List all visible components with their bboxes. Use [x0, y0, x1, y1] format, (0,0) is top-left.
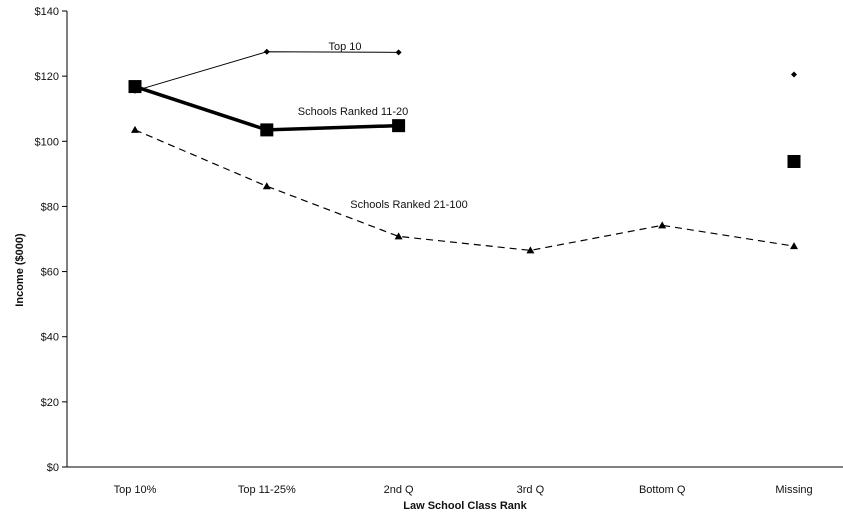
y-tick-label: $40 [41, 332, 59, 344]
x-tick-label: Top 10% [114, 484, 157, 496]
x-tick-label: Bottom Q [639, 484, 686, 496]
y-tick-label: $20 [41, 397, 59, 409]
series-top-10 [132, 48, 797, 94]
x-tick-label: Missing [775, 484, 812, 496]
y-tick-label: $0 [47, 462, 59, 474]
series-label: Top 10 [328, 41, 361, 53]
data-point-diamond [395, 49, 402, 56]
y-axis: $0 $20 $40 $60 $80 $100 $120 $140 [35, 6, 68, 474]
data-point-triangle [658, 221, 667, 229]
series-schools-ranked-11-20 [128, 80, 801, 168]
data-point-triangle [526, 246, 535, 254]
x-axis: Top 10% Top 11-25% 2nd Q 3rd Q Bottom Q Missi… [67, 466, 843, 496]
data-point-triangle [790, 242, 798, 250]
series-schools-ranked-21-100 [131, 125, 798, 254]
y-axis-title: Income ($000) [14, 233, 26, 307]
series-lines [128, 48, 801, 254]
data-point-square [128, 80, 142, 94]
y-tick-label: $60 [41, 267, 59, 279]
x-tick-label: Top 11-25% [238, 484, 296, 496]
data-point-diamond [263, 48, 270, 55]
x-tick-label: 3rd Q [517, 484, 545, 496]
series-line [134, 51, 399, 92]
data-point-triangle [262, 182, 271, 190]
series-label: Schools Ranked 11-20 [298, 106, 408, 118]
data-point-triangle [394, 232, 403, 240]
series-labels: Top 10 Schools Ranked 11-20 Schools Ranked… [298, 41, 468, 211]
y-tick-label: $120 [35, 71, 59, 83]
data-point-diamond [791, 71, 797, 78]
data-point-square [260, 123, 274, 137]
data-point-square [392, 119, 406, 133]
x-tick-label: 2nd Q [384, 484, 414, 496]
series-line [134, 129, 795, 252]
y-tick-label: $80 [41, 201, 59, 213]
data-point-square [787, 154, 801, 168]
y-tick-label: $140 [35, 6, 59, 18]
series-label: Schools Ranked 21-100 [350, 199, 467, 211]
x-axis-title: Law School Class Rank [403, 500, 527, 512]
data-point-triangle [131, 125, 139, 133]
y-tick-label: $100 [35, 136, 59, 148]
